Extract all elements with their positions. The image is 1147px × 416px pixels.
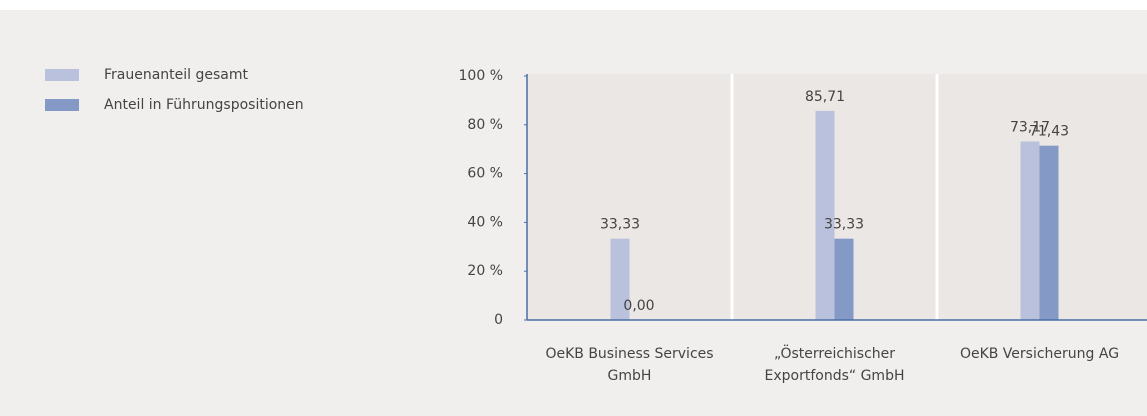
legend-label: Anteil in Führungspositionen <box>104 97 304 113</box>
legend-label: Frauenanteil gesamt <box>104 67 249 83</box>
value-label: 33,33 <box>600 217 640 233</box>
bar <box>815 110 835 320</box>
y-tick-label: 40 % <box>467 214 503 230</box>
bar <box>834 238 854 320</box>
bar <box>1020 141 1040 320</box>
value-label: 0,00 <box>623 298 654 314</box>
x-tick-label: „Österreichischer Exportfonds“ GmbH <box>764 346 905 384</box>
y-tick-label: 20 % <box>467 263 503 279</box>
y-tick-label: 0 <box>494 312 503 328</box>
value-label: 33,33 <box>824 217 864 233</box>
x-tick-label: OeKB Business Services GmbH <box>545 346 714 384</box>
legend-swatch <box>45 99 79 111</box>
value-label: 85,71 <box>805 89 845 105</box>
x-tick-label: OeKB Versicherung AG <box>959 346 1120 362</box>
bar <box>610 238 630 320</box>
legend-swatch <box>45 69 79 81</box>
y-tick-label: 100 % <box>459 68 503 84</box>
value-label: 71,43 <box>1029 124 1069 140</box>
bar <box>1039 145 1059 320</box>
value-label: 73,17 <box>1010 119 1050 135</box>
y-tick-label: 60 % <box>467 166 503 182</box>
y-tick-label: 80 % <box>467 117 503 133</box>
